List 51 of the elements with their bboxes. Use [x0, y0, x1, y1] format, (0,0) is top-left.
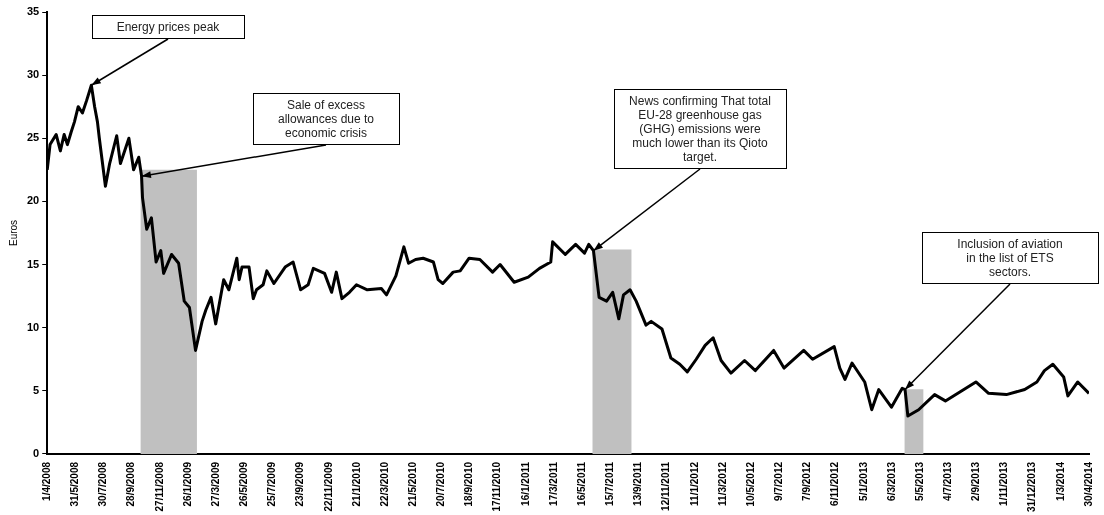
x-tick-label: 28/9/2008 [125, 461, 137, 507]
x-tick-label: 25/7/2009 [266, 461, 278, 507]
x-tick-label: 1/4/2008 [40, 461, 52, 501]
x-tick-label: 30/4/2014 [1082, 461, 1094, 507]
annotation: Sale of excess allowances due to economic crisis [252, 93, 400, 145]
y-tick-label: 25 [26, 131, 40, 144]
x-tick-label: 26/5/2009 [238, 461, 250, 507]
x-tick-label: 27/3/2009 [209, 461, 221, 507]
x-tick-label: 15/7/2011 [604, 461, 616, 506]
x-tick-label: 5/5/2013 [913, 461, 925, 501]
x-tick-label: 6/11/2012 [829, 461, 841, 506]
x-tick-label: 12/11/2011 [660, 461, 672, 511]
y-tick-label: 20 [26, 194, 40, 207]
y-tick-label: 15 [26, 257, 40, 270]
y-tick-label: 10 [26, 320, 40, 333]
annotation: Energy prices peak [91, 15, 245, 39]
x-tick-label: 11/1/2012 [688, 461, 700, 506]
y-tick-label: 5 [33, 383, 40, 396]
y-tick-label: 0 [33, 446, 40, 459]
x-tick-label: 2/9/2013 [970, 461, 982, 501]
y-tick-label: 35 [26, 5, 40, 18]
x-tick-label: 20/7/2010 [435, 461, 447, 507]
x-tick-label: 16/5/2011 [575, 461, 587, 506]
x-tick-label: 27/11/2008 [153, 461, 165, 512]
annotation: Inclusion of aviation in the list of ETS sectors. [921, 232, 1099, 284]
x-tick-label: 17/3/2011 [547, 461, 559, 506]
x-tick-label: 16/1/2011 [519, 461, 531, 506]
x-tick-label: 10/5/2012 [744, 461, 756, 507]
y-tick-label: 30 [26, 68, 40, 81]
x-tick-label: 23/9/2009 [294, 461, 306, 507]
x-tick-label: 21/1/2010 [350, 461, 362, 507]
x-tick-label: 18/9/2010 [463, 461, 475, 507]
x-tick-label: 7/9/2012 [801, 461, 813, 501]
x-tick-label: 4/7/2013 [941, 461, 953, 501]
x-tick-label: 26/1/2009 [181, 461, 193, 507]
x-tick-label: 31/5/2008 [69, 461, 81, 507]
x-tick-label: 5/1/2013 [857, 461, 869, 501]
x-tick-label: 31/12/2013 [1026, 461, 1038, 513]
x-tick-label: 9/7/2012 [773, 461, 785, 501]
x-tick-label: 17/11/2010 [491, 461, 503, 512]
x-tick-label: 22/3/2010 [378, 461, 390, 507]
annotation: News confirming That total EU-28 greenhouse gas (GHG) emissions were much lower than its Qioto target. [613, 89, 787, 169]
x-tick-label: 21/5/2010 [407, 461, 419, 507]
y-axis-title: Euros [7, 219, 19, 247]
x-tick-label: 11/3/2012 [716, 461, 728, 506]
x-tick-label: 22/11/2009 [322, 461, 334, 512]
x-tick-label: 6/3/2013 [885, 461, 897, 501]
x-tick-label: 30/7/2008 [97, 461, 109, 507]
x-tick-label: 1/11/2013 [998, 461, 1010, 506]
x-tick-label: 13/9/2011 [632, 461, 644, 506]
x-tick-label: 1/3/2014 [1054, 461, 1066, 501]
